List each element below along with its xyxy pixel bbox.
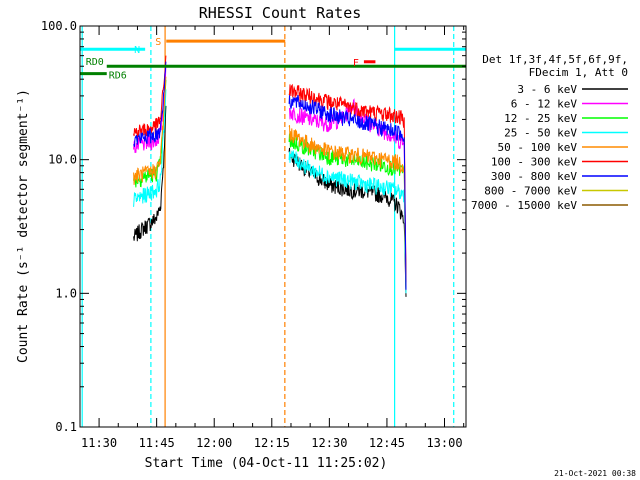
y-tick-label-2: 1.0 [55, 286, 77, 300]
legend-header-1: FDecim 1, Att 0 [529, 66, 628, 79]
series-0-segment-0 [133, 105, 167, 242]
legend-label-1: 6 - 12 keV [511, 98, 578, 111]
annotation-label-2: N [134, 45, 140, 56]
series-3-segment-1 [288, 150, 407, 294]
series-4-segment-0 [133, 76, 167, 185]
axis-ticks: 11:30 11:45 12:00 12:15 12:30 12:45 13:00 100.0… [41, 19, 466, 450]
x-tick-label-4: 12:30 [311, 436, 347, 450]
series-2-segment-1 [288, 133, 407, 289]
legend-header-0: Det 1f,3f,4f,5f,6f,9f, [482, 53, 628, 66]
x-tick-label-1: 11:45 [139, 436, 175, 450]
x-tick-label-5: 12:45 [369, 436, 405, 450]
chart-title: RHESSI Count Rates [199, 4, 362, 22]
x-tick-label-6: 13:00 [426, 436, 462, 450]
series-3-segment-0 [133, 89, 167, 207]
footer-timestamp: 21-Oct-2021 00:38 [554, 469, 636, 478]
y-tick-label-3: 0.1 [55, 420, 77, 434]
x-tick-label-2: 12:00 [196, 436, 232, 450]
x-tick-label-3: 12:15 [254, 436, 290, 450]
annotation-label-5: F [353, 58, 359, 69]
legend-label-5: 100 - 300 keV [491, 156, 577, 169]
plot-area: RD0 RD6 N S F [80, 26, 466, 427]
series-4-segment-1 [288, 125, 407, 287]
x-tick-label-0: 11:30 [81, 436, 117, 450]
plot-frame [79, 25, 467, 428]
legend-label-4: 50 - 100 keV [498, 141, 578, 154]
y-axis-label: Count Rate (s⁻¹ detector segment⁻¹) [16, 89, 31, 363]
annotation-label-1: RD6 [109, 71, 127, 82]
series-6-segment-0 [133, 61, 167, 147]
y-tick-label-1: 10.0 [48, 153, 77, 167]
x-axis-label: Start Time (04-Oct-11 11:25:02) [145, 456, 388, 471]
series-6-segment-1 [288, 94, 407, 290]
legend-label-7: 800 - 7000 keV [484, 185, 577, 198]
legend-label-6: 300 - 800 keV [491, 170, 577, 183]
y-tick-label-0: 100.0 [41, 19, 77, 33]
legend-label-2: 12 - 25 keV [504, 112, 577, 125]
series-5-segment-1 [288, 83, 407, 283]
legend-label-8: 7000 - 15000 keV [471, 199, 577, 212]
legend: Det 1f,3f,4f,5f,6f,9f,FDecim 1, Att 0 3 -… [471, 53, 628, 212]
annotation-label-4: S [155, 37, 161, 48]
annotation-label-0: RD0 [86, 57, 104, 68]
legend-label-3: 25 - 50 keV [504, 127, 577, 140]
legend-label-0: 3 - 6 keV [517, 83, 577, 96]
